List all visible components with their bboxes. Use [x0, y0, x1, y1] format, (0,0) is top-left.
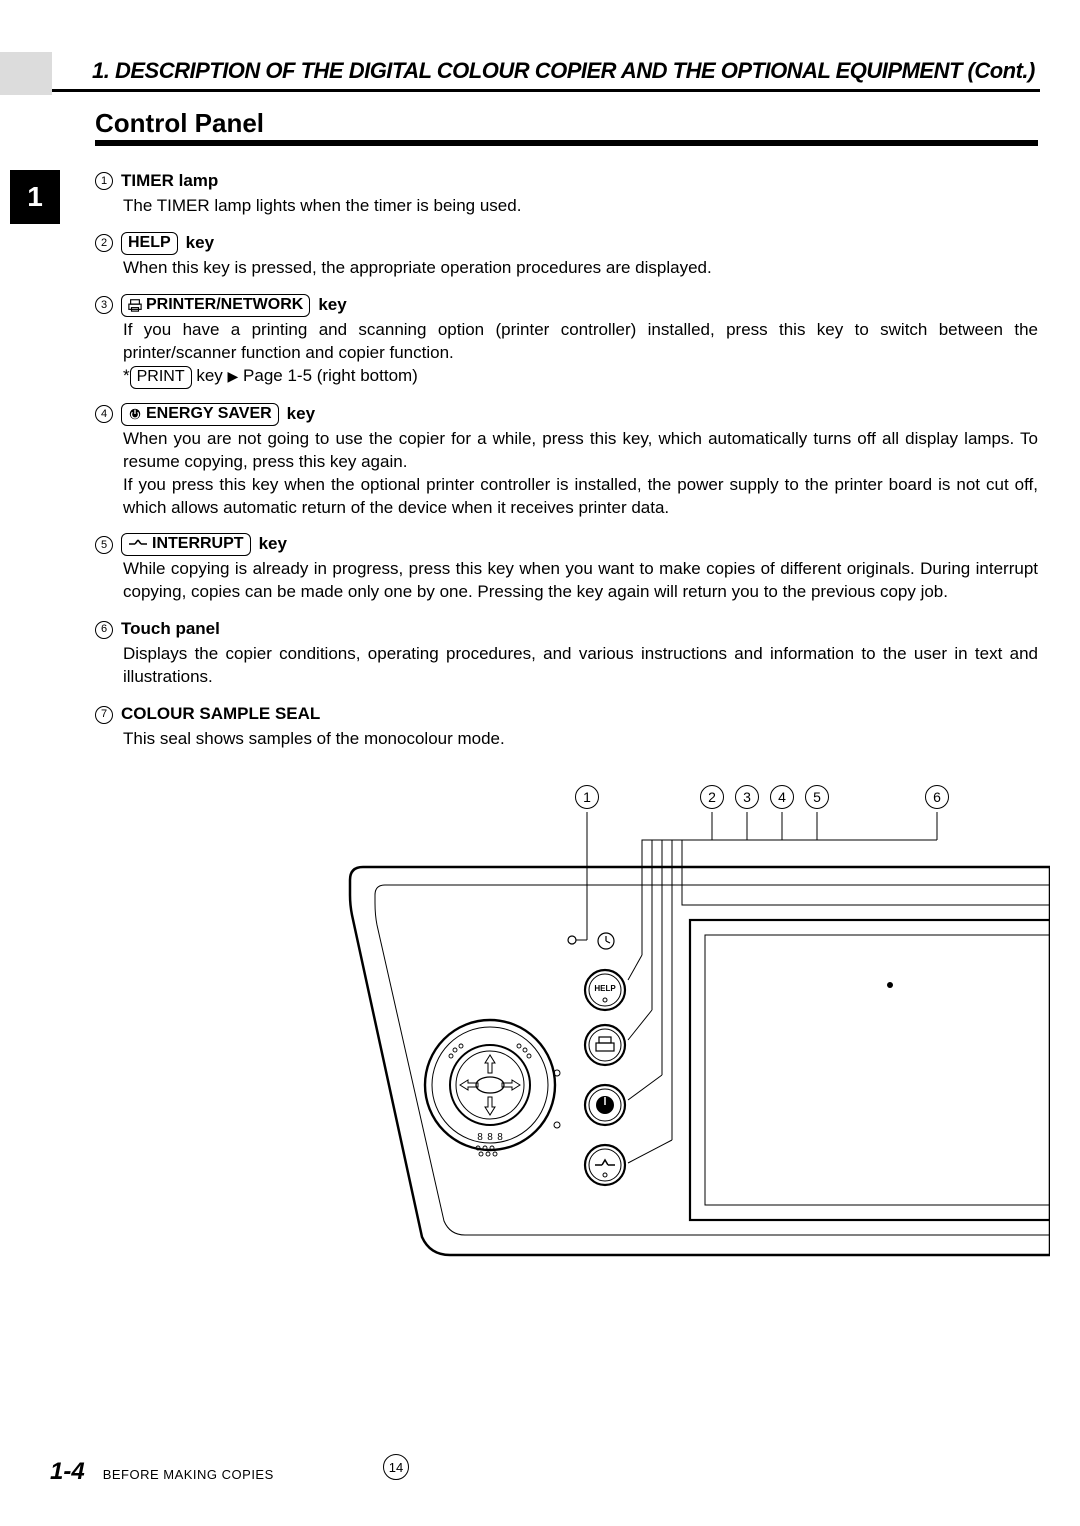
item-6: 6 Touch panel Displays the copier condit…: [95, 618, 1038, 689]
item-number-2: 2: [95, 234, 113, 252]
item-body-1: The TIMER lamp lights when the timer is …: [123, 195, 1038, 218]
body-content: 1 TIMER lamp The TIMER lamp lights when …: [95, 170, 1038, 765]
item-title-7: COLOUR SAMPLE SEAL: [121, 703, 320, 726]
item-5: 5 INTERRUPT key While copying is already…: [95, 533, 1038, 604]
callout-1: 1: [575, 785, 599, 809]
item-number-3: 3: [95, 296, 113, 314]
item-1: 1 TIMER lamp The TIMER lamp lights when …: [95, 170, 1038, 218]
item-body-3: If you have a printing and scanning opti…: [123, 319, 1038, 389]
item-keysuffix-3: key: [318, 294, 346, 317]
arrow-icon: ▶: [228, 368, 239, 384]
item-2: 2 HELP key When this key is pressed, the…: [95, 232, 1038, 280]
item-body-6: Displays the copier conditions, operatin…: [123, 643, 1038, 689]
page-number: 1-4: [50, 1458, 85, 1486]
header-gray-tab: [0, 52, 52, 95]
header-title: 1. DESCRIPTION OF THE DIGITAL COLOUR COP…: [92, 58, 1035, 84]
item-body-7: This seal shows samples of the monocolou…: [123, 728, 1038, 751]
svg-text:8: 8: [477, 1132, 483, 1143]
interrupt-icon: [128, 538, 148, 550]
item-keysuffix-2: key: [186, 232, 214, 255]
energy-icon: [128, 407, 142, 421]
section-rule: [95, 140, 1038, 146]
callout-5: 5: [805, 785, 829, 809]
page-sequence-number: 14: [383, 1454, 409, 1480]
item-3: 3 PRINTER/NETWORK key If you have a prin…: [95, 294, 1038, 389]
printer-network-key-icon: PRINTER/NETWORK: [121, 294, 310, 317]
item-7: 7 COLOUR SAMPLE SEAL This seal shows sam…: [95, 703, 1038, 751]
interrupt-key-icon: INTERRUPT: [121, 533, 251, 556]
footer: 1-4 BEFORE MAKING COPIES: [50, 1458, 274, 1486]
printer-icon: [128, 298, 142, 312]
diagram-svg: HELP: [330, 785, 1050, 1325]
item-number-7: 7: [95, 706, 113, 724]
callout-3: 3: [735, 785, 759, 809]
item-number-5: 5: [95, 536, 113, 554]
item-body-5: While copying is already in progress, pr…: [123, 558, 1038, 604]
item-title-6: Touch panel: [121, 618, 220, 641]
item-keysuffix-4: key: [287, 403, 315, 426]
item-title-1: TIMER lamp: [121, 170, 218, 193]
footer-section-text: BEFORE MAKING COPIES: [103, 1467, 274, 1482]
item-keysuffix-5: key: [259, 533, 287, 556]
callout-2: 2: [700, 785, 724, 809]
page: 1. DESCRIPTION OF THE DIGITAL COLOUR COP…: [0, 0, 1080, 1526]
chapter-tab: 1: [10, 170, 60, 224]
item-body-4: When you are not going to use the copier…: [123, 428, 1038, 520]
svg-text:8: 8: [497, 1132, 503, 1143]
item-number-1: 1: [95, 172, 113, 190]
print-key-icon: PRINT: [130, 366, 192, 389]
callout-4: 4: [770, 785, 794, 809]
help-key-icon: HELP: [121, 232, 178, 255]
item-number-4: 4: [95, 405, 113, 423]
callout-6: 6: [925, 785, 949, 809]
section-title: Control Panel: [95, 108, 264, 139]
item-number-6: 6: [95, 621, 113, 639]
item-body-2: When this key is pressed, the appropriat…: [123, 257, 1038, 280]
item-4: 4 ENERGY SAVER key When you are not goin…: [95, 403, 1038, 520]
control-panel-diagram: 1 2345 6: [330, 785, 1050, 1325]
svg-text:8: 8: [487, 1132, 493, 1143]
energy-saver-key-icon: ENERGY SAVER: [121, 403, 279, 426]
help-label: HELP: [594, 984, 616, 993]
header-bar: 1. DESCRIPTION OF THE DIGITAL COLOUR COP…: [52, 52, 1040, 92]
